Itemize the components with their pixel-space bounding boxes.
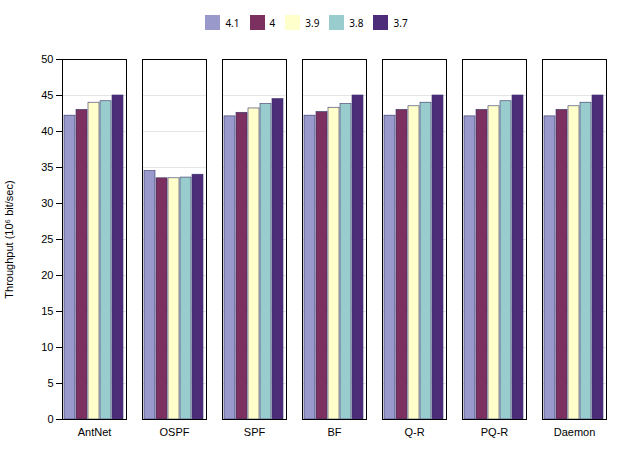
html-text:3.7: 3.7 (393, 15, 408, 30)
svg-text:OSPF: OSPF (160, 426, 190, 438)
svg-text:Daemon: Daemon (554, 426, 596, 438)
svg-text:BF: BF (327, 426, 341, 438)
svg-text:5: 5 (47, 377, 53, 389)
svg-text:0: 0 (47, 413, 53, 425)
svg-text:SPF: SPF (244, 426, 266, 438)
svg-text:20: 20 (41, 269, 53, 281)
html-text:4: 4 (269, 15, 276, 30)
svg-text:10: 10 (41, 341, 53, 353)
svg-text:Throughput (10⁶ bit/sec): Throughput (10⁶ bit/sec) (3, 180, 15, 298)
svg-text:30: 30 (41, 197, 53, 209)
html-text:4.1: 4.1 (225, 15, 240, 30)
html-text:3.8: 3.8 (349, 15, 364, 30)
html-text:3.9: 3.9 (305, 15, 320, 30)
svg-text:50: 50 (41, 53, 53, 65)
svg-text:25: 25 (41, 233, 53, 245)
svg-text:15: 15 (41, 305, 53, 317)
svg-text:AntNet: AntNet (78, 426, 112, 438)
svg-text:Q-R: Q-R (404, 426, 424, 438)
svg-text:45: 45 (41, 89, 53, 101)
svg-text:35: 35 (41, 161, 53, 173)
svg-text:PQ-R: PQ-R (481, 426, 509, 438)
svg-text:40: 40 (41, 125, 53, 137)
